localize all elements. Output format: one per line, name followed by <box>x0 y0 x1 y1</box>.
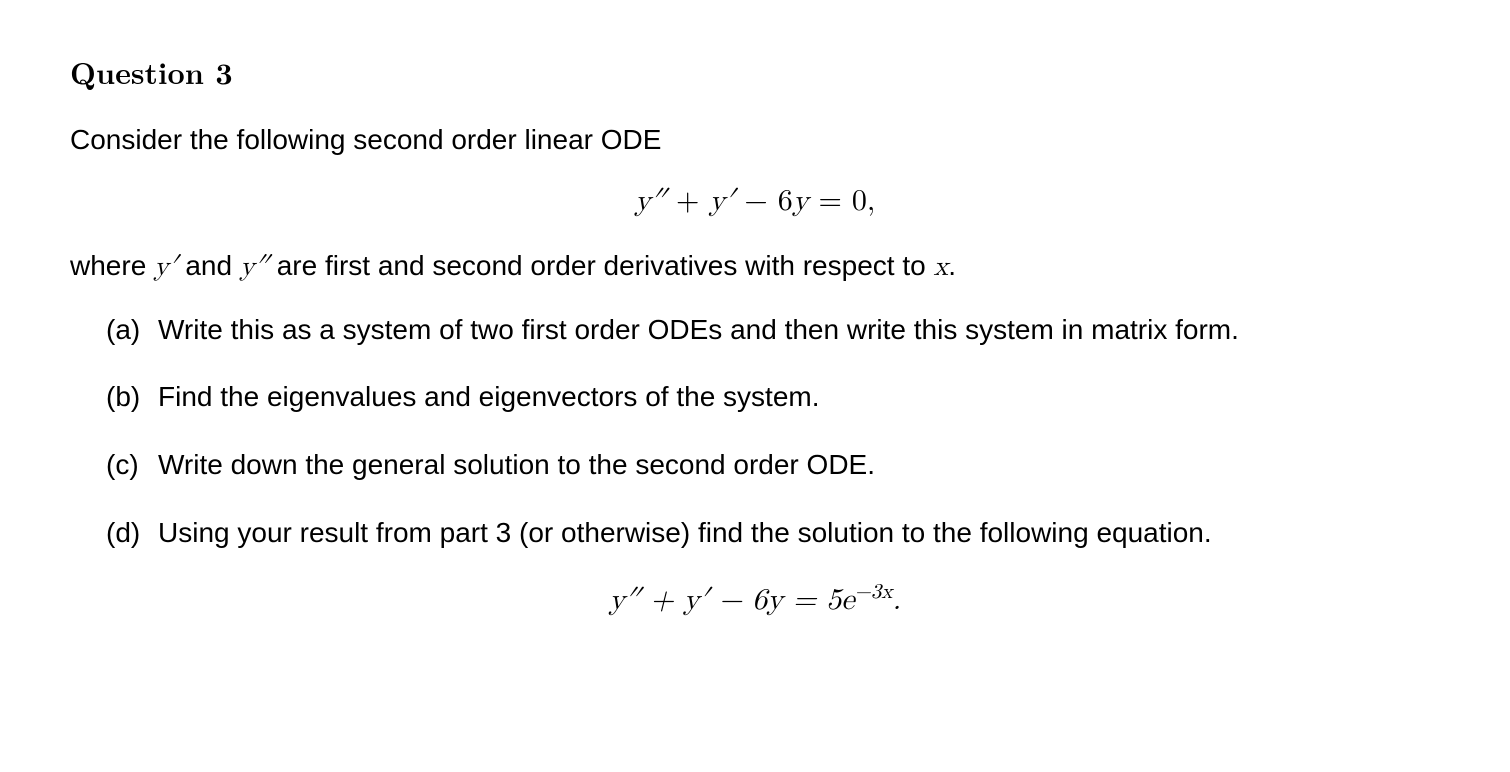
question-title: Question 3 <box>70 50 1440 93</box>
where-end: . <box>948 250 956 281</box>
where-line: where y′ and y″ are first and second ord… <box>70 247 1440 287</box>
part-b-label: (b) <box>106 378 158 416</box>
intro-text: Consider the following second order line… <box>70 121 1440 159</box>
part-a-label: (a) <box>106 311 158 349</box>
where-mid: and <box>178 250 240 281</box>
equation-2-end: . <box>892 585 900 615</box>
part-b-text: Find the eigenvalues and eigenvectors of… <box>158 378 1440 416</box>
equation-nonhomogeneous: y″ + y′ − 6y = 5e−3x. <box>70 582 1440 618</box>
equation-homogeneous: y″ + y′ − 6y = 0, <box>70 183 1440 219</box>
part-b: (b) Find the eigenvalues and eigenvector… <box>106 378 1440 416</box>
part-d: (d) Using your result from part 3 (or ot… <box>106 514 1440 552</box>
part-c-label: (c) <box>106 446 158 484</box>
part-c: (c) Write down the general solution to t… <box>106 446 1440 484</box>
part-d-text: Using your result from part 3 (or otherw… <box>158 514 1440 552</box>
where-suffix: are first and second order derivatives w… <box>269 250 934 281</box>
part-a: (a) Write this as a system of two first … <box>106 311 1440 349</box>
question-page: Question 3 Consider the following second… <box>0 0 1510 618</box>
part-d-label: (d) <box>106 514 158 552</box>
where-prefix: where <box>70 250 154 281</box>
parts-list: (a) Write this as a system of two first … <box>70 311 1440 552</box>
part-a-text: Write this as a system of two first orde… <box>158 311 1440 349</box>
equation-1-content: y″ + y′ − 6y = 0, <box>635 186 875 216</box>
y-prime: y′ <box>154 253 178 281</box>
part-c-text: Write down the general solution to the s… <box>158 446 1440 484</box>
var-x: x <box>933 253 948 281</box>
y-double-prime: y″ <box>240 253 269 281</box>
